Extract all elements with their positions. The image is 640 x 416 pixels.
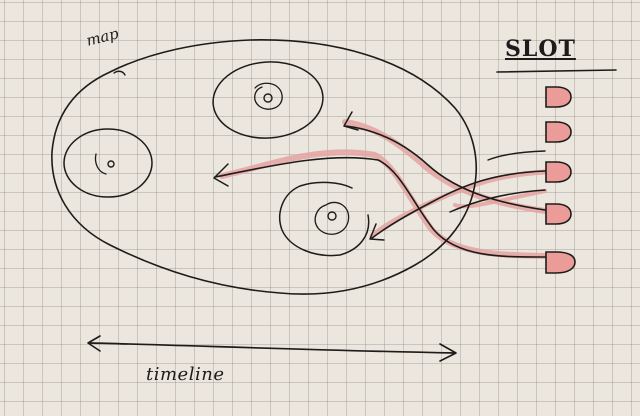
slot-3 [545,161,572,183]
map-outline [51,39,477,295]
target-left [63,128,153,198]
slot-5 [545,251,576,274]
slot-1 [545,86,572,108]
timeline-label: timeline [146,364,225,385]
highlight-strokes [219,119,548,259]
connectors [213,111,546,258]
slot-2 [545,121,572,143]
target-top [212,61,324,139]
slot-4 [545,203,572,225]
slot-boxes [545,86,576,274]
map-notch [113,70,126,76]
target-center [279,181,370,257]
timeline-arrow [87,335,457,362]
slot-underline [496,69,617,73]
slot-title: SLOT [505,36,576,62]
